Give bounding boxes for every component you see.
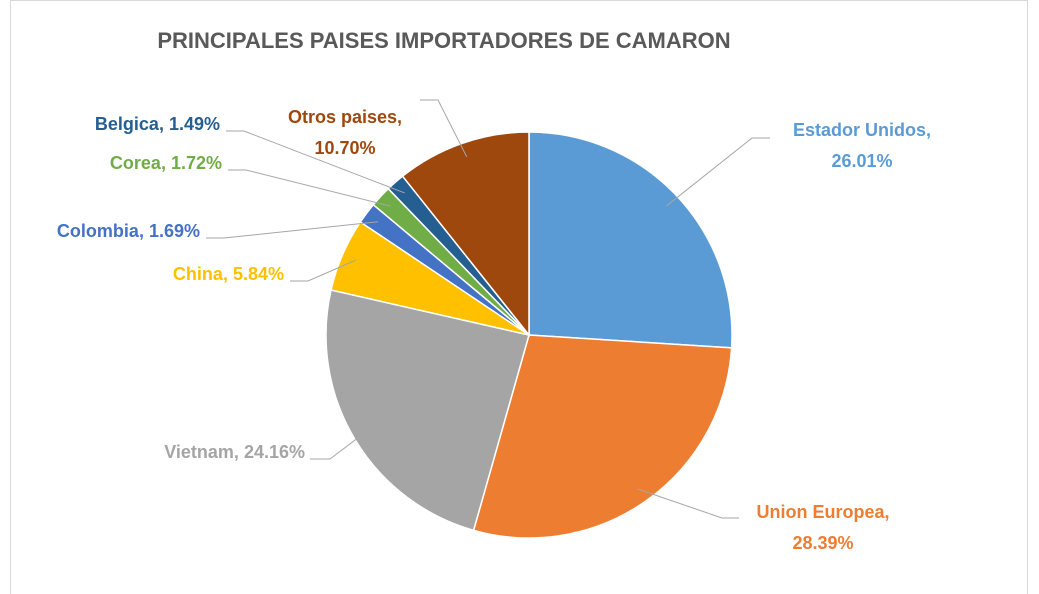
category-label: China bbox=[173, 264, 224, 284]
category-label: Otros paises bbox=[288, 107, 397, 127]
value-label: 24.16% bbox=[244, 442, 305, 462]
label-separator: , bbox=[223, 264, 228, 284]
category-label: Colombia bbox=[57, 221, 140, 241]
category-label: Estador Unidos bbox=[793, 120, 926, 140]
category-label: Corea bbox=[110, 153, 162, 173]
pie-slice bbox=[472, 334, 733, 539]
label-separator: , bbox=[885, 502, 890, 522]
value-label: 1.72% bbox=[171, 153, 222, 173]
leader-line bbox=[290, 259, 356, 282]
label-separator: , bbox=[926, 120, 931, 140]
value-label: 5.84% bbox=[233, 264, 284, 284]
label-separator: , bbox=[397, 107, 402, 127]
value-label: 26.01% bbox=[831, 151, 892, 171]
pie-slice bbox=[325, 289, 530, 532]
leader-line bbox=[420, 99, 468, 158]
data-label: Estador Unidos, bbox=[793, 120, 931, 140]
data-label: Belgica, 1.49% bbox=[95, 114, 220, 134]
leader-line bbox=[666, 137, 770, 207]
leader-line bbox=[310, 430, 367, 460]
value-label: 10.70% bbox=[314, 138, 375, 158]
value-label: 28.39% bbox=[792, 533, 853, 553]
data-label: Union Europea, bbox=[756, 502, 889, 522]
label-separator: , bbox=[139, 221, 144, 241]
chart-border bbox=[10, 0, 1028, 594]
pie-slice bbox=[401, 131, 530, 338]
category-label: Union Europea bbox=[756, 502, 885, 522]
category-label: Vietnam bbox=[164, 442, 234, 462]
leader-line bbox=[206, 221, 379, 239]
leader-line bbox=[637, 488, 739, 519]
leader-line bbox=[226, 130, 405, 194]
leader-line bbox=[228, 169, 392, 207]
label-separator: , bbox=[234, 442, 239, 462]
data-label: Vietnam, 24.16% bbox=[164, 442, 305, 462]
data-label: Otros paises, bbox=[288, 107, 402, 127]
chart-title: PRINCIPALES PAISES IMPORTADORES DE CAMAR… bbox=[157, 28, 730, 53]
data-label: Corea, 1.72% bbox=[110, 153, 222, 173]
value-label: 1.69% bbox=[149, 221, 200, 241]
pie-slice bbox=[528, 131, 733, 349]
data-label: China, 5.84% bbox=[173, 264, 284, 284]
label-separator: , bbox=[161, 153, 166, 173]
value-label: 1.49% bbox=[169, 114, 220, 134]
data-label: Colombia, 1.69% bbox=[57, 221, 200, 241]
label-separator: , bbox=[159, 114, 164, 134]
category-label: Belgica bbox=[95, 114, 160, 134]
